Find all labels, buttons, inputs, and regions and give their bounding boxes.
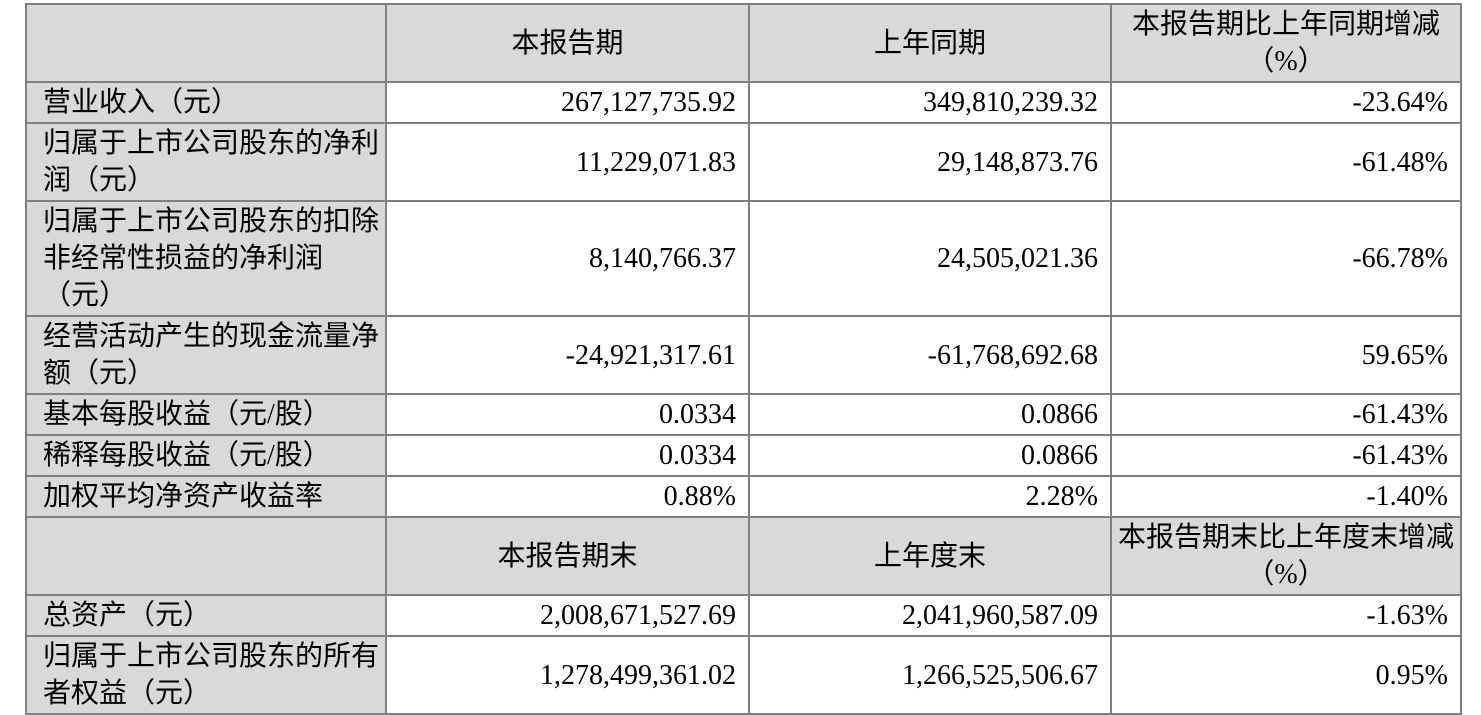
header-prior-period: 上年同期	[748, 3, 1112, 83]
header-blank-cell	[25, 3, 387, 83]
table-row-basic-eps: 基本每股收益（元/股） 0.0334 0.0866 -61.43%	[25, 393, 1462, 436]
financial-summary-table: 本报告期 上年同期 本报告期比上年同期增减 （%） 营业收入（元） 267,12…	[25, 3, 1462, 715]
prior-value-cell: 29,148,873.76	[748, 122, 1112, 202]
header-current-period: 本报告期	[385, 3, 750, 83]
row-label-cell: 基本每股收益（元/股）	[25, 393, 387, 436]
change-value-cell: -66.78%	[1110, 200, 1462, 317]
current-value-cell: 0.0334	[385, 434, 750, 477]
prior-value-cell: 0.0866	[748, 393, 1112, 436]
table-row-shareholders-equity: 归属于上市公司股东的所有 者权益（元） 1,278,499,361.02 1,2…	[25, 635, 1462, 715]
change-value-cell: -1.40%	[1110, 475, 1462, 518]
prior-value-cell: 1,266,525,506.67	[748, 635, 1112, 715]
current-value-cell: 0.88%	[385, 475, 750, 518]
table-row-operating-revenue: 营业收入（元） 267,127,735.92 349,810,239.32 -2…	[25, 81, 1462, 124]
row-label-cell: 归属于上市公司股东的净利 润（元）	[25, 122, 387, 202]
header-period-change: 本报告期比上年同期增减 （%）	[1110, 3, 1462, 83]
change-value-cell: -61.43%	[1110, 434, 1462, 477]
table-row-diluted-eps: 稀释每股收益（元/股） 0.0334 0.0866 -61.43%	[25, 434, 1462, 477]
current-value-cell: 11,229,071.83	[385, 122, 750, 202]
header-current-period-end: 本报告期末	[385, 516, 750, 596]
prior-value-cell: -61,768,692.68	[748, 315, 1112, 395]
current-value-cell: -24,921,317.61	[385, 315, 750, 395]
prior-value-cell: 349,810,239.32	[748, 81, 1112, 124]
change-value-cell: 0.95%	[1110, 635, 1462, 715]
current-value-cell: 267,127,735.92	[385, 81, 750, 124]
table-row-net-profit-excl-nonrecurring: 归属于上市公司股东的扣除 非经常性损益的净利润 （元） 8,140,766.37…	[25, 200, 1462, 317]
header-row-period: 本报告期 上年同期 本报告期比上年同期增减 （%）	[25, 3, 1462, 83]
row-label-cell: 归属于上市公司股东的所有 者权益（元）	[25, 635, 387, 715]
header-blank-cell	[25, 516, 387, 596]
change-value-cell: 59.65%	[1110, 315, 1462, 395]
current-value-cell: 0.0334	[385, 393, 750, 436]
header-row-period-end: 本报告期末 上年度末 本报告期末比上年度末增减 （%）	[25, 516, 1462, 596]
row-label-cell: 稀释每股收益（元/股）	[25, 434, 387, 477]
change-value-cell: -61.43%	[1110, 393, 1462, 436]
row-label-cell: 加权平均净资产收益率	[25, 475, 387, 518]
prior-value-cell: 24,505,021.36	[748, 200, 1112, 317]
row-label-cell: 归属于上市公司股东的扣除 非经常性损益的净利润 （元）	[25, 200, 387, 317]
table-row-net-profit: 归属于上市公司股东的净利 润（元） 11,229,071.83 29,148,8…	[25, 122, 1462, 202]
prior-value-cell: 2.28%	[748, 475, 1112, 518]
prior-value-cell: 2,041,960,587.09	[748, 594, 1112, 637]
table-row-total-assets: 总资产（元） 2,008,671,527.69 2,041,960,587.09…	[25, 594, 1462, 637]
change-value-cell: -23.64%	[1110, 81, 1462, 124]
table-row-weighted-avg-roe: 加权平均净资产收益率 0.88% 2.28% -1.40%	[25, 475, 1462, 518]
current-value-cell: 2,008,671,527.69	[385, 594, 750, 637]
header-period-end-change: 本报告期末比上年度末增减 （%）	[1110, 516, 1462, 596]
row-label-cell: 营业收入（元）	[25, 81, 387, 124]
prior-value-cell: 0.0866	[748, 434, 1112, 477]
row-label-cell: 总资产（元）	[25, 594, 387, 637]
current-value-cell: 1,278,499,361.02	[385, 635, 750, 715]
row-label-cell: 经营活动产生的现金流量净 额（元）	[25, 315, 387, 395]
change-value-cell: -61.48%	[1110, 122, 1462, 202]
current-value-cell: 8,140,766.37	[385, 200, 750, 317]
table-row-operating-cash-flow: 经营活动产生的现金流量净 额（元） -24,921,317.61 -61,768…	[25, 315, 1462, 395]
change-value-cell: -1.63%	[1110, 594, 1462, 637]
header-prior-year-end: 上年度末	[748, 516, 1112, 596]
